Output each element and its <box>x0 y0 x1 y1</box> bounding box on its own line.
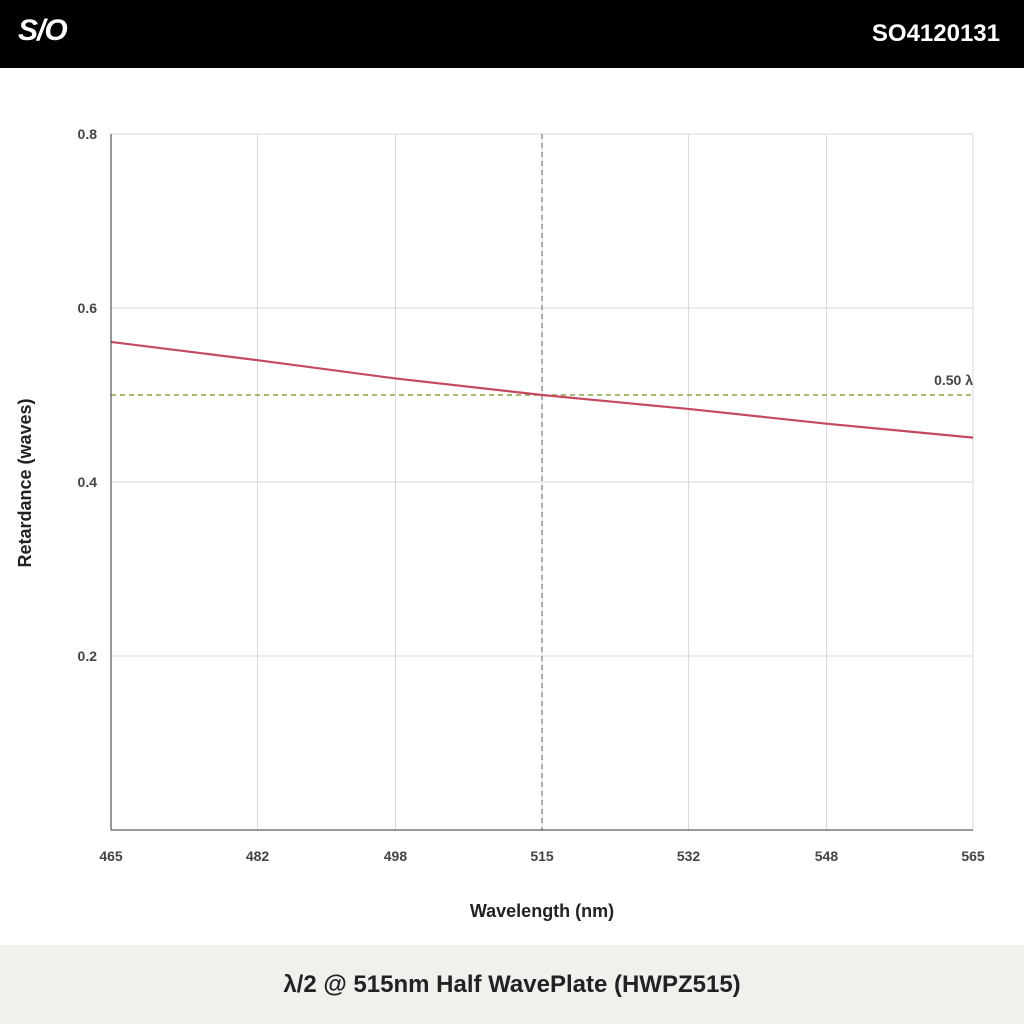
marker-layer: 0.50 λ <box>111 134 973 830</box>
retardance-chart: 0.50 λ 465 482 498 515 532 548 565 0.2 0.4 0.6 0.8… <box>15 126 985 921</box>
x-tick-label: 515 <box>530 848 554 864</box>
tick-layer: 465 482 498 515 532 548 565 0.2 0.4 0.6 0.8 <box>78 126 985 864</box>
y-tick-label: 0.6 <box>78 300 98 316</box>
x-tick-label: 565 <box>961 848 985 864</box>
retardance-series-line <box>110 340 974 439</box>
y-axis-title: Retardance (waves) <box>15 398 35 567</box>
header-bar: S/O SO4120131 <box>0 0 1024 68</box>
product-title-bar: λ/2 @ 515nm Half WavePlate (HWPZ515) <box>0 945 1024 1024</box>
axis-layer <box>110 134 973 831</box>
x-axis-title: Wavelength (nm) <box>470 901 614 921</box>
brand-logo: S/O <box>18 14 68 47</box>
x-tick-label: 482 <box>246 848 270 864</box>
grid-layer <box>111 133 974 830</box>
part-number: SO4120131 <box>871 20 1000 47</box>
y-tick-label: 0.8 <box>78 126 98 142</box>
x-tick-label: 465 <box>99 848 123 864</box>
x-tick-label: 498 <box>384 848 408 864</box>
product-title: λ/2 @ 515nm Half WavePlate (HWPZ515) <box>283 970 741 998</box>
x-tick-label: 532 <box>677 848 701 864</box>
y-tick-label: 0.2 <box>78 648 98 664</box>
x-tick-label: 548 <box>815 848 839 864</box>
reference-line-label: 0.50 λ <box>934 372 973 388</box>
series-layer <box>110 340 974 439</box>
y-tick-label: 0.4 <box>78 474 98 490</box>
